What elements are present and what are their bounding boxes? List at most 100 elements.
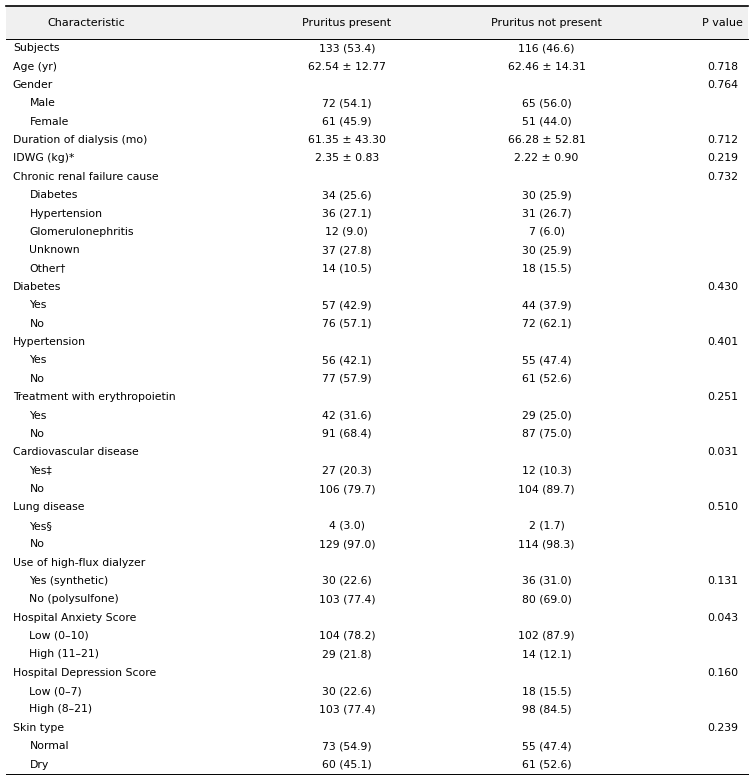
Text: 77 (57.9): 77 (57.9)	[322, 374, 372, 384]
Text: High (8–21): High (8–21)	[29, 704, 93, 714]
Text: No: No	[29, 539, 44, 549]
Text: 0.712: 0.712	[706, 135, 738, 145]
Text: 30 (25.9): 30 (25.9)	[522, 245, 572, 255]
Text: No: No	[29, 484, 44, 494]
Text: 2.35 ± 0.83: 2.35 ± 0.83	[314, 154, 379, 163]
Text: 0.239: 0.239	[706, 723, 738, 733]
Text: 18 (15.5): 18 (15.5)	[522, 686, 572, 696]
FancyBboxPatch shape	[6, 6, 748, 39]
Text: 55 (47.4): 55 (47.4)	[522, 356, 572, 366]
Text: Yes (synthetic): Yes (synthetic)	[29, 576, 109, 586]
Text: 14 (10.5): 14 (10.5)	[322, 264, 372, 274]
Text: 73 (54.9): 73 (54.9)	[322, 741, 372, 751]
Text: 61 (52.6): 61 (52.6)	[522, 760, 572, 770]
Text: 0.764: 0.764	[706, 80, 738, 90]
Text: 0.401: 0.401	[706, 337, 738, 347]
Text: 91 (68.4): 91 (68.4)	[322, 429, 372, 439]
Text: Yes: Yes	[29, 410, 47, 420]
Text: Subjects: Subjects	[13, 43, 60, 53]
Text: 61 (45.9): 61 (45.9)	[322, 117, 372, 126]
Text: 4 (3.0): 4 (3.0)	[329, 521, 365, 530]
Text: 30 (25.9): 30 (25.9)	[522, 190, 572, 200]
Text: 31 (26.7): 31 (26.7)	[522, 208, 572, 218]
Text: 51 (44.0): 51 (44.0)	[522, 117, 572, 126]
Text: Age (yr): Age (yr)	[13, 62, 57, 72]
Text: 14 (12.1): 14 (12.1)	[522, 650, 572, 659]
Text: Cardiovascular disease: Cardiovascular disease	[13, 447, 139, 457]
Text: Gender: Gender	[13, 80, 53, 90]
Text: 27 (20.3): 27 (20.3)	[322, 466, 372, 476]
Text: 80 (69.0): 80 (69.0)	[522, 594, 572, 604]
Text: 56 (42.1): 56 (42.1)	[322, 356, 372, 366]
Text: 0.031: 0.031	[706, 447, 738, 457]
Text: 72 (62.1): 72 (62.1)	[522, 319, 572, 328]
Text: 87 (75.0): 87 (75.0)	[522, 429, 572, 439]
Text: 103 (77.4): 103 (77.4)	[318, 704, 375, 714]
Text: Hypertension: Hypertension	[13, 337, 86, 347]
Text: 133 (53.4): 133 (53.4)	[319, 43, 375, 53]
Text: Duration of dialysis (mo): Duration of dialysis (mo)	[13, 135, 147, 145]
Text: Treatment with erythropoietin: Treatment with erythropoietin	[13, 392, 176, 402]
Text: 0.219: 0.219	[706, 154, 738, 163]
Text: Yes‡: Yes‡	[29, 466, 52, 476]
Text: No: No	[29, 319, 44, 328]
Text: 0.718: 0.718	[706, 62, 738, 72]
Text: 0.430: 0.430	[706, 282, 738, 292]
Text: 61 (52.6): 61 (52.6)	[522, 374, 572, 384]
Text: 0.732: 0.732	[706, 172, 738, 182]
Text: Unknown: Unknown	[29, 245, 80, 255]
Text: 29 (21.8): 29 (21.8)	[322, 650, 372, 659]
Text: 18 (15.5): 18 (15.5)	[522, 264, 572, 274]
Text: 116 (46.6): 116 (46.6)	[519, 43, 575, 53]
Text: 29 (25.0): 29 (25.0)	[522, 410, 572, 420]
Text: 7 (6.0): 7 (6.0)	[529, 227, 565, 237]
Text: Low (0–7): Low (0–7)	[29, 686, 82, 696]
Text: 36 (31.0): 36 (31.0)	[522, 576, 572, 586]
Text: High (11–21): High (11–21)	[29, 650, 100, 659]
Text: Pruritus not present: Pruritus not present	[491, 18, 602, 27]
Text: Other†: Other†	[29, 264, 66, 274]
Text: Hospital Depression Score: Hospital Depression Score	[13, 668, 156, 678]
Text: P value: P value	[702, 18, 743, 27]
Text: 104 (78.2): 104 (78.2)	[318, 631, 375, 641]
Text: 114 (98.3): 114 (98.3)	[519, 539, 575, 549]
Text: 12 (10.3): 12 (10.3)	[522, 466, 572, 476]
Text: 34 (25.6): 34 (25.6)	[322, 190, 372, 200]
Text: 0.131: 0.131	[706, 576, 738, 586]
Text: Female: Female	[29, 117, 69, 126]
Text: 62.46 ± 14.31: 62.46 ± 14.31	[507, 62, 586, 72]
Text: 0.251: 0.251	[706, 392, 738, 402]
Text: No (polysulfone): No (polysulfone)	[29, 594, 119, 604]
Text: 57 (42.9): 57 (42.9)	[322, 300, 372, 310]
Text: 98 (84.5): 98 (84.5)	[522, 704, 572, 714]
Text: 60 (45.1): 60 (45.1)	[322, 760, 372, 770]
Text: Characteristic: Characteristic	[48, 18, 126, 27]
Text: Yes§: Yes§	[29, 521, 52, 530]
Text: 30 (22.6): 30 (22.6)	[322, 686, 372, 696]
Text: Hospital Anxiety Score: Hospital Anxiety Score	[13, 612, 136, 622]
Text: Diabetes: Diabetes	[29, 190, 78, 200]
Text: 106 (79.7): 106 (79.7)	[318, 484, 375, 494]
Text: 66.28 ± 52.81: 66.28 ± 52.81	[507, 135, 586, 145]
Text: 36 (27.1): 36 (27.1)	[322, 208, 372, 218]
Text: Dry: Dry	[29, 760, 49, 770]
Text: 104 (89.7): 104 (89.7)	[518, 484, 575, 494]
Text: 30 (22.6): 30 (22.6)	[322, 576, 372, 586]
Text: 2.22 ± 0.90: 2.22 ± 0.90	[514, 154, 579, 163]
Text: 103 (77.4): 103 (77.4)	[318, 594, 375, 604]
Text: 72 (54.1): 72 (54.1)	[322, 98, 372, 108]
Text: 0.043: 0.043	[706, 612, 738, 622]
Text: Hypertension: Hypertension	[29, 208, 103, 218]
Text: 65 (56.0): 65 (56.0)	[522, 98, 572, 108]
Text: Diabetes: Diabetes	[13, 282, 61, 292]
Text: 12 (9.0): 12 (9.0)	[326, 227, 368, 237]
Text: 55 (47.4): 55 (47.4)	[522, 741, 572, 751]
Text: No: No	[29, 374, 44, 384]
Text: 129 (97.0): 129 (97.0)	[318, 539, 375, 549]
Text: Chronic renal failure cause: Chronic renal failure cause	[13, 172, 158, 182]
Text: Normal: Normal	[29, 741, 69, 751]
Text: Yes: Yes	[29, 356, 47, 366]
Text: 62.54 ± 12.77: 62.54 ± 12.77	[308, 62, 386, 72]
Text: 37 (27.8): 37 (27.8)	[322, 245, 372, 255]
Text: Skin type: Skin type	[13, 723, 64, 733]
